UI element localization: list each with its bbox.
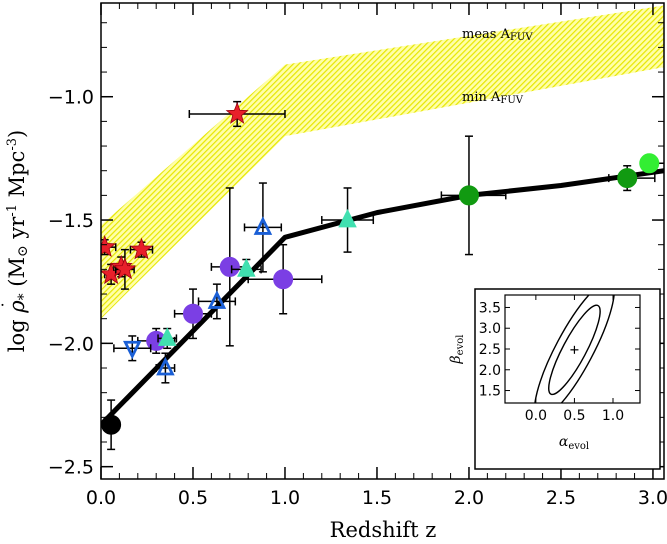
inset-y-label: βevol [448,335,466,365]
star-marker [101,235,117,258]
y-tick-label: −2.0 [48,333,94,355]
inset-y-tick-label: 1.5 [479,384,501,400]
data-point-cyan-triangles [230,258,262,280]
y-tick-label: −1.0 [48,87,94,109]
triangle-up-marker [253,216,273,235]
circle-marker [219,256,240,277]
inset-background [474,288,661,470]
x-tick-label: 3.0 [638,487,667,509]
inset-x-tick-label: 0.5 [563,408,585,424]
y-tick-label: −1.5 [48,210,94,232]
data-point-blue-triangles-up [197,283,237,320]
star-marker [225,101,249,124]
best-fit-line [101,168,664,427]
data-point-red-stars [113,248,137,290]
circle-marker [617,168,638,189]
inset-x-label: αevol [559,434,589,452]
data-point-dark-green-circles [440,135,507,256]
triangle-up-marker [338,208,357,228]
x-tick-label: 0.0 [86,487,116,509]
data-point-blue-triangle-down [113,335,152,362]
data-points [101,100,664,451]
data-point-purple-circles [247,243,323,315]
inset-y-tick-label: 2.0 [479,363,501,379]
inset-contours: 0.0 0.5 1.0 1.5 2.0 2.5 3.0 3.5 [479,295,640,424]
inset-x-tick-label: 1.0 [602,408,624,424]
triangle-up-marker [157,327,177,346]
inset-y-tick-label: 3.5 [479,300,501,316]
triangle-up-marker [207,290,227,309]
circle-marker [639,153,660,174]
inset-y-tick-label: 3.0 [479,321,501,337]
circle-marker [182,303,203,324]
data-point-red-stars [188,100,286,128]
contour-ellipse [548,304,601,396]
triangle-up-marker [237,258,256,277]
inset-y-tick-label: 2.5 [479,342,501,358]
data-point-red-stars [101,235,117,258]
data-point-cyan-triangles [157,327,178,350]
y-axis-label: log ρ˙* (M⊙ yr-1 Mpc-3) [0,130,32,352]
data-point-purple-circles [173,288,213,340]
circle-marker [458,185,479,206]
inset-panel: 0.0 0.5 1.0 1.5 2.0 2.5 3.0 3.5 αevol βevol [448,288,661,470]
x-tick-label: 2.0 [454,487,484,509]
meas-afuv-label: meas AFUV [462,27,533,43]
triangle-down-marker [123,340,142,360]
contour-group [533,295,615,403]
afuv-band [101,5,664,319]
data-point-blue-triangles-up [155,352,176,384]
star-marker [129,237,153,260]
circle-marker [273,269,294,290]
circle-marker [101,414,122,435]
star-marker [113,257,137,280]
x-tick-label: 2.5 [546,487,576,509]
data-point-red-stars [129,237,154,260]
data-point-black-circle [101,399,122,451]
data-point-light-green-circle [639,153,664,174]
plot-frame [100,2,665,480]
min-afuv-label: min AFUV [462,90,524,106]
x-tick-label: 0.5 [178,487,208,509]
axis-ticks: 0.0 0.5 1.0 1.5 2.0 2.5 3.0 −2.5 −2.0 −1.5 −1.0 [48,3,667,509]
x-tick-label: 1.0 [270,487,300,509]
data-point-dark-green-circles [608,165,656,192]
inset-x-tick-label: 0.0 [525,408,547,424]
data-point-blue-triangles-up [243,182,283,273]
contour-ellipse [533,295,615,403]
y-tick-label: −2.5 [48,457,94,479]
x-tick-label: 1.5 [362,487,392,509]
triangle-up-marker [156,356,175,376]
x-axis-label: Redshift z [330,518,437,542]
data-point-cyan-triangles [321,187,375,253]
